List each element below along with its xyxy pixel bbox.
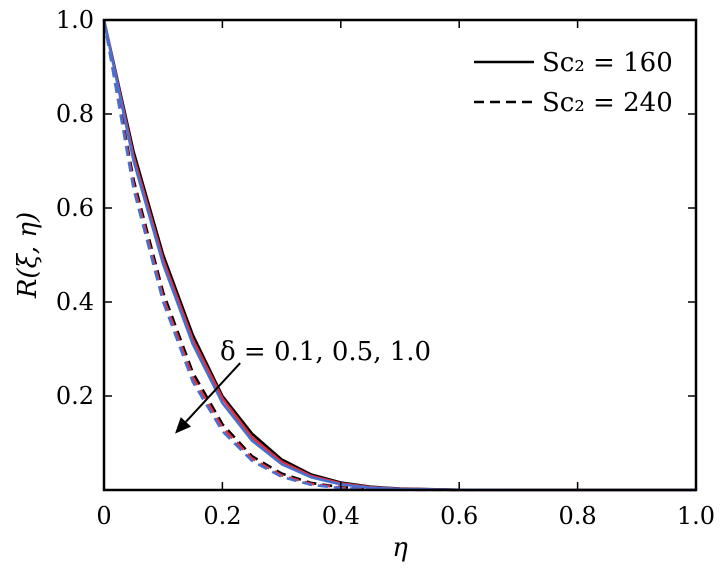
y-axis-label: R(ξ, η) <box>13 212 43 299</box>
y-tick-label: 0.2 <box>56 382 94 410</box>
annotation-text: δ = 0.1, 0.5, 1.0 <box>220 337 431 367</box>
y-tick-label: 0.4 <box>56 288 94 316</box>
legend-label-sc2-240: Sc₂ = 240 <box>542 88 673 118</box>
x-tick-label: 0.4 <box>322 502 360 530</box>
plot-frame <box>102 18 698 492</box>
legend: Sc₂ = 160 Sc₂ = 240 <box>474 48 673 118</box>
x-tick-label: 0.2 <box>203 502 241 530</box>
x-axis-label: η <box>392 533 408 563</box>
x-tick-label: 0.8 <box>559 502 597 530</box>
y-tick-label: 1.0 <box>56 6 94 34</box>
x-tick-label: 0 <box>96 502 111 530</box>
x-tick-label: 0.6 <box>440 502 478 530</box>
annotation-arrowhead <box>175 417 192 434</box>
legend-label-sc2-160: Sc₂ = 160 <box>542 48 673 78</box>
annotation-arrow <box>185 362 241 423</box>
y-tick-label: 0.8 <box>56 100 94 128</box>
x-tick-label: 1.0 <box>677 502 715 530</box>
ticks-group: 0 0.2 0.4 0.6 0.8 1.0 0.2 0.4 0.6 0.8 1.0 <box>56 6 715 530</box>
annotation: δ = 0.1, 0.5, 1.0 <box>175 337 431 434</box>
y-tick-label: 0.6 <box>56 194 94 222</box>
